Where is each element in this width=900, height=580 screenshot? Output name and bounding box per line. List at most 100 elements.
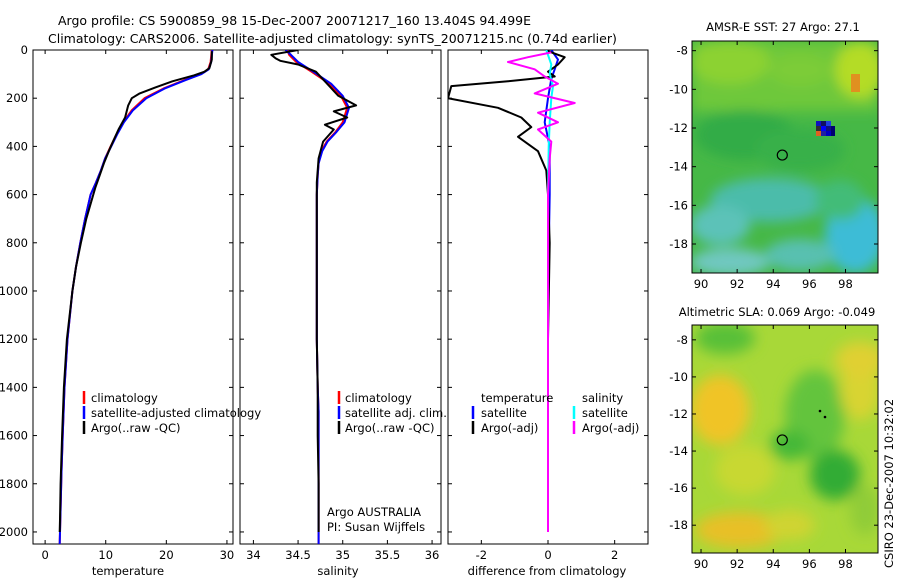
y-tick-label: 600 (6, 188, 28, 202)
temperature-series (58, 50, 214, 544)
x-tick-label: 92 (730, 277, 745, 291)
x-tick-label: 35.5 (375, 548, 401, 562)
y-tick-label: -12 (669, 407, 688, 421)
difference-legend: temperature satellite Argo(-adj) salinit… (471, 391, 639, 435)
y-tick-label: -18 (669, 237, 688, 251)
temperature-xlabel: temperature (92, 564, 164, 578)
y-tick-label: 1200 (0, 332, 28, 346)
sst-masked-pixels (816, 121, 835, 136)
x-tick-label: 96 (802, 277, 817, 291)
sst-argo-marker (776, 149, 788, 161)
legend-label-climatology: climatology (345, 391, 412, 405)
footer-timestamp: CSIRO 23-Dec-2007 10:32:02 (882, 399, 896, 568)
y-tick-label: 800 (6, 236, 28, 250)
y-tick-label: 2000 (0, 525, 28, 539)
x-tick-label: 96 (802, 557, 817, 571)
y-tick-label: -8 (677, 333, 688, 347)
y-tick-label: -16 (669, 481, 688, 495)
x-tick-label: 98 (838, 277, 853, 291)
y-tick-label: 200 (6, 91, 28, 105)
x-tick-label: 98 (838, 557, 853, 571)
x-tick-label: 36 (425, 548, 440, 562)
legend-label-satellite: satellite adj. clim. (345, 406, 447, 420)
y-tick-label: -10 (669, 370, 688, 384)
sla-heatmap (692, 325, 878, 553)
salinity-panel: 34 34.5 35 35.5 36 salinity climatology sate… (239, 49, 447, 578)
institution-line1: Argo AUSTRALIA (327, 505, 421, 519)
temperature-legend: climatology satellite-adjusted climatolo… (82, 391, 261, 435)
legend-header-temperature: temperature (481, 391, 553, 405)
temperature-axes-frame (32, 49, 234, 545)
series-line-salinity-argo-adj- (507, 51, 576, 532)
temperature-ticks: 0 10 20 30 0 200 400 600 800 1000 1200 1400 1600 1800… (0, 43, 234, 562)
x-tick-label: 34 (246, 548, 261, 562)
legend-label-satellite: satellite-adjusted climatology (91, 406, 261, 420)
temperature-panel: 0 10 20 30 0 200 400 600 800 1000 1200 1400 1600 1800… (0, 43, 261, 578)
difference-series (448, 50, 576, 532)
y-tick-label: -10 (669, 82, 688, 96)
y-tick-label: -8 (677, 44, 688, 58)
series-line-satellite-adjusted-climatology (58, 50, 214, 544)
difference-panel: -2 0 2 difference from climatology tempera… (447, 49, 649, 578)
y-tick-label: 1800 (0, 477, 28, 491)
sla-axes-frame (691, 324, 879, 554)
salinity-series (270, 50, 358, 544)
sst-map-panel: AMSR-E SST: 27 Argo: 27.1 (669, 20, 879, 291)
figure-title-line1: Argo profile: CS 5900859_98 15-Dec-2007 … (58, 13, 531, 28)
series-line-climatology (58, 50, 213, 544)
x-tick-label: 2 (611, 548, 618, 562)
y-tick-label: 1400 (0, 380, 28, 394)
series-line-argo-raw-qc- (58, 51, 213, 533)
series-line-argo-raw-qc- (270, 50, 358, 532)
sla-ticks: 90 92 94 96 98 -8 -10 -12 -14 -16 -18 (669, 325, 878, 571)
legend-label-salinity-satellite: satellite (582, 406, 628, 420)
figure-title-line2: Climatology: CARS2006. Satellite-adjuste… (48, 31, 617, 46)
salinity-axes-frame (239, 49, 442, 545)
sst-ticks: 90 92 94 96 98 -8 -10 -12 -14 -16 -18 (669, 41, 878, 291)
salinity-legend: climatology satellite adj. clim. Argo(..… (337, 391, 447, 435)
x-tick-label: 10 (98, 548, 113, 562)
sst-warm-spot (851, 74, 860, 92)
x-tick-label: 90 (694, 557, 709, 571)
institution-line2: PI: Susan Wijffels (327, 520, 425, 534)
sst-map-title: AMSR-E SST: 27 Argo: 27.1 (706, 20, 860, 34)
salinity-xlabel: salinity (317, 564, 358, 578)
difference-xlabel: difference from climatology (468, 564, 627, 578)
x-tick-label: 90 (694, 277, 709, 291)
legend-label-argo: Argo(..raw -QC) (345, 421, 435, 435)
sla-map-title: Altimetric SLA: 0.069 Argo: -0.049 (679, 305, 876, 319)
y-tick-label: 0 (21, 43, 28, 57)
legend-header-salinity: salinity (582, 391, 623, 405)
y-tick-label: 1600 (0, 429, 28, 443)
x-tick-label: 94 (766, 557, 781, 571)
legend-label-salinity-argo: Argo(-adj) (582, 421, 639, 435)
sst-axes-frame (691, 40, 879, 274)
y-tick-label: 400 (6, 139, 28, 153)
y-tick-label: -12 (669, 121, 688, 135)
x-tick-label: 92 (730, 557, 745, 571)
sla-dot (818, 409, 822, 413)
sla-argo-marker (776, 434, 788, 446)
y-tick-label: -14 (669, 444, 688, 458)
legend-label-temperature-argo: Argo(-adj) (481, 421, 538, 435)
x-tick-label: 20 (159, 548, 174, 562)
x-tick-label: 35 (335, 548, 350, 562)
y-tick-label: -18 (669, 518, 688, 532)
x-tick-label: 94 (766, 277, 781, 291)
x-tick-label: -2 (476, 548, 487, 562)
legend-label-temperature-satellite: satellite (481, 406, 527, 420)
y-tick-label: -16 (669, 198, 688, 212)
x-tick-label: 0 (544, 548, 551, 562)
legend-label-argo: Argo(..raw -QC) (91, 421, 181, 435)
y-tick-label: 1000 (0, 284, 28, 298)
sst-heatmap (692, 41, 878, 273)
sla-map-panel: Altimetric SLA: 0.069 Argo: -0.049 90 92 9… (669, 305, 879, 571)
legend-label-climatology: climatology (91, 391, 158, 405)
salinity-ticks: 34 34.5 35 35.5 36 (240, 49, 441, 562)
x-tick-label: 30 (220, 548, 235, 562)
x-tick-label: 0 (41, 548, 48, 562)
y-tick-label: -14 (669, 160, 688, 174)
x-tick-label: 34.5 (285, 548, 311, 562)
sla-dot (823, 415, 827, 419)
